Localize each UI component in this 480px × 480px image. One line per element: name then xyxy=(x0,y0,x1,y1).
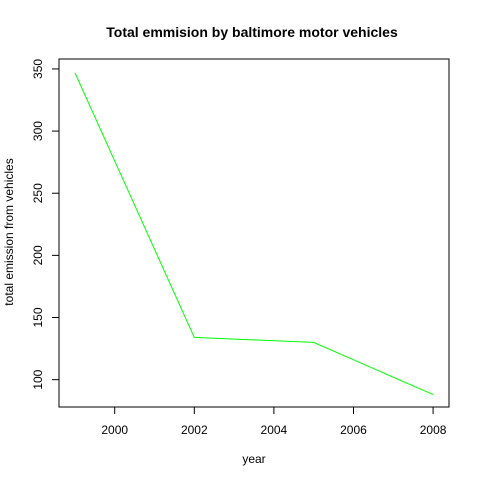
y-tick-label: 100 xyxy=(31,369,45,389)
chart-title: Total emmision by baltimore motor vehicl… xyxy=(106,24,398,40)
y-tick-label: 250 xyxy=(31,183,45,203)
x-axis: 2000 2002 2004 2006 2008 xyxy=(101,407,447,437)
y-tick-label: 300 xyxy=(31,121,45,141)
x-axis-label: year xyxy=(242,452,265,466)
x-tick-label: 2004 xyxy=(261,423,288,437)
y-axis: 100 150 200 250 300 350 xyxy=(31,59,59,390)
plot-box xyxy=(58,58,450,408)
y-tick-label: 350 xyxy=(31,59,45,79)
x-tick-label: 2006 xyxy=(340,423,367,437)
x-tick-label: 2002 xyxy=(181,423,208,437)
series-group xyxy=(74,72,434,396)
y-axis-label: total emission from vehicles xyxy=(2,158,16,305)
x-tick-label: 2000 xyxy=(101,423,128,437)
x-tick-label: 2008 xyxy=(420,423,447,437)
y-tick-label: 150 xyxy=(31,307,45,327)
y-tick-label: 200 xyxy=(31,245,45,265)
series-line xyxy=(74,72,434,396)
